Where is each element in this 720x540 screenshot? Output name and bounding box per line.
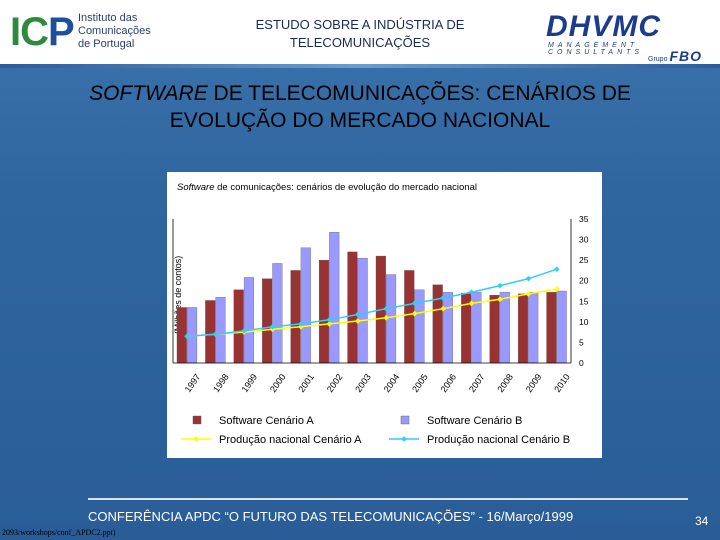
bar-software-a — [347, 251, 358, 364]
bar-software-a — [517, 293, 529, 364]
point-producao-a — [326, 321, 333, 327]
line-producao-a — [187, 288, 557, 338]
slide-title-line2: EVOLUÇÃO DO MERCADO NACIONAL — [169, 109, 551, 132]
legend-label: Software Cenário A — [219, 415, 314, 427]
point-producao-a — [440, 305, 446, 312]
dhv-logo-sub: MANAGEMENT CONSULTANTS — [548, 42, 644, 56]
point-producao-b — [241, 328, 247, 334]
point-producao-b — [468, 289, 475, 296]
point-producao-a — [497, 296, 503, 303]
bar-software-b — [300, 247, 311, 364]
bar-software-a — [404, 270, 415, 364]
point-producao-a — [553, 286, 560, 292]
bar-software-b — [357, 257, 368, 364]
bar-software-b — [499, 292, 510, 364]
chart-title: Software de comunicações: cenários de ev… — [177, 182, 477, 193]
x-tick-label: 2008 — [495, 372, 515, 394]
bar-software-b — [243, 277, 254, 364]
bar-software-a — [233, 289, 244, 364]
bar-software-b — [414, 289, 425, 364]
legend-marker-2 — [193, 436, 199, 442]
slide-header: ICP Instituto das Comunicações de Portug… — [0, 0, 720, 66]
y-tick-right: 5 — [579, 337, 584, 347]
chart-panel: Software de comunicações: cenários de ev… — [167, 172, 602, 458]
point-producao-b — [212, 331, 219, 338]
point-producao-b — [326, 316, 333, 323]
slide-title-italic: SOFTWARE — [89, 82, 208, 105]
y-tick-right: 25 — [579, 255, 589, 265]
bar-software-b — [528, 292, 539, 364]
x-tick-label: 2010 — [552, 372, 572, 394]
point-producao-a — [411, 310, 418, 317]
point-producao-b — [383, 305, 390, 312]
y-axis-label: (Milhões de contos) — [173, 256, 183, 335]
legend-label: Produção nacional Cenário B — [427, 434, 570, 446]
x-tick-label: 2006 — [439, 372, 459, 394]
bar-software-a — [205, 300, 216, 364]
point-producao-a — [354, 318, 361, 324]
point-producao-a — [383, 314, 390, 321]
y-tick-right: 0 — [579, 358, 584, 368]
dhv-logo-main: DHVMC — [546, 10, 661, 43]
x-tick-label: 2001 — [296, 372, 316, 394]
point-producao-b — [411, 300, 418, 307]
dhv-logo: DHVMC MANAGEMENT CONSULTANTS Grupo FBO — [540, 10, 710, 64]
x-tick-label: 1999 — [240, 372, 260, 394]
x-tick-label: 1998 — [211, 372, 231, 394]
footer-divider — [88, 498, 688, 500]
point-producao-b — [269, 323, 276, 330]
x-tick-label: 2009 — [524, 372, 544, 394]
legend-swatch-0 — [192, 415, 202, 425]
bar-software-b — [442, 292, 453, 364]
bar-software-b — [272, 263, 283, 364]
y-tick-right: 30 — [579, 235, 589, 245]
bar-software-a — [546, 292, 557, 364]
footer-conference: CONFERÊNCIA APDC “O FUTURO DAS TELECOMUN… — [88, 509, 574, 524]
line-producao-b — [187, 268, 558, 338]
dhv-logo-grupo: Grupo FBO — [648, 48, 702, 64]
legend-label: Produção nacional Cenário A — [219, 434, 362, 446]
bar-software-a — [432, 284, 443, 364]
legend-swatch-1 — [400, 415, 410, 425]
x-tick-label: 2004 — [382, 372, 402, 394]
y-tick-right: 35 — [579, 214, 589, 224]
bar-software-a — [262, 278, 273, 364]
header-divider — [0, 64, 720, 68]
x-tick-label: 2007 — [467, 372, 487, 394]
point-producao-b — [298, 321, 304, 327]
page-number: 34 — [695, 514, 709, 528]
bar-software-a — [489, 294, 500, 364]
document-title: ESTUDO SOBRE A INDÚSTRIA DE TELECOMUNICA… — [255, 17, 465, 50]
legend-label: Software Cenário B — [427, 415, 522, 427]
bar-software-b — [329, 232, 340, 364]
slide-title-rest: DE TELECOMUNICAÇÕES: CENÁRIOS DE — [207, 82, 631, 105]
legend-marker-3 — [401, 436, 407, 442]
file-path: 2093/workshops/conf_APDC2.ppt) — [2, 528, 116, 537]
point-producao-b — [354, 311, 361, 318]
y-tick-right: 10 — [579, 317, 589, 327]
bar-software-a — [176, 307, 187, 364]
bar-software-a — [318, 259, 330, 364]
bar-software-b — [215, 297, 226, 364]
y-tick-right: 20 — [579, 276, 589, 286]
point-producao-b — [553, 266, 560, 273]
icp-logo-text: Instituto das Comunicações de Portugal — [78, 12, 151, 50]
bar-software-b — [556, 290, 567, 364]
point-producao-a — [468, 300, 475, 307]
x-tick-label: 2003 — [353, 372, 373, 394]
point-producao-b — [497, 282, 503, 289]
icp-logo: ICP Instituto das Comunicações de Portug… — [10, 8, 160, 58]
x-tick-label: 2000 — [268, 372, 288, 394]
bar-software-a — [290, 270, 301, 364]
point-producao-b — [525, 275, 532, 282]
slide-title: SOFTWARE DE TELECOMUNICAÇÕES: CENÁRIOS D… — [20, 80, 700, 134]
x-tick-label: 1997 — [183, 372, 203, 394]
y-tick-right: 15 — [579, 296, 589, 306]
point-producao-a — [298, 323, 304, 330]
x-tick-label: 2005 — [410, 372, 430, 394]
chart-svg: Software de comunicações: cenários de ev… — [172, 182, 589, 446]
x-tick-label: 2002 — [325, 372, 345, 394]
icp-logo-letters: ICP — [10, 10, 75, 54]
